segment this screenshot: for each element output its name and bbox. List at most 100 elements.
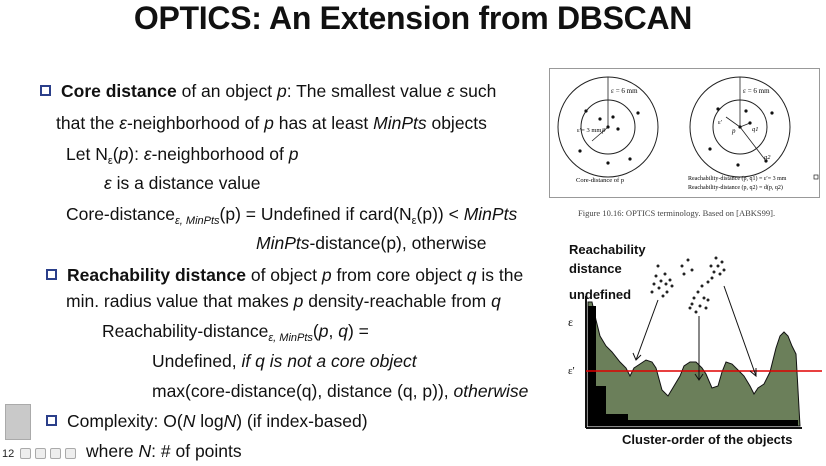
text: where	[86, 441, 139, 461]
let-line: Let Nε(p): ε-neighborhood of p	[66, 143, 299, 172]
eps-distance-line: ε is a distance value	[104, 172, 261, 194]
text: (p)) <	[416, 204, 464, 224]
cluster-arrows	[632, 285, 757, 381]
reachability-q1-caption: Reachability-distance (p, q1) = ε′= 3 mm	[688, 175, 787, 182]
sub-eps-minpts: ε, MinPts	[268, 332, 313, 344]
slide-toolbar	[20, 448, 76, 459]
bullet-icon	[40, 85, 51, 96]
text: max(core-distance(q), distance (q, p)),	[152, 381, 454, 401]
reachability-max-case: max(core-distance(q), distance (q, p)), …	[152, 380, 528, 402]
eps-tick-label: ε	[568, 315, 573, 329]
text: objects	[426, 113, 487, 133]
page-number: 12	[2, 448, 15, 460]
var-n: N	[182, 411, 196, 431]
sub-eps: ε	[107, 155, 113, 167]
reachability-area	[587, 301, 801, 427]
y-axis-label: Reachability	[569, 242, 646, 257]
core-distance-term: Core distance	[61, 81, 177, 101]
var-p: p	[118, 144, 129, 164]
var-q: q	[491, 291, 501, 311]
var-p: p	[276, 81, 287, 101]
var-p: p	[288, 144, 299, 164]
q2-label: q2	[764, 154, 771, 161]
text: ):	[128, 144, 144, 164]
var-p: p	[318, 321, 329, 341]
menu-icon[interactable]	[50, 448, 61, 459]
undefined-label: undefined	[569, 287, 632, 302]
text: that the	[56, 113, 120, 133]
text: Complexity: O(	[67, 411, 183, 431]
undefined-bar	[588, 306, 596, 426]
reachability-term: Reachability distance	[67, 265, 246, 285]
text: : # of points	[151, 441, 242, 461]
reachability-undefined-case: Undefined, if q is not a core object	[152, 350, 417, 372]
text: (p) = Undefined if card(N	[219, 204, 412, 224]
var-minpts: MinPts	[256, 233, 310, 253]
eps-prime-tick-label: ε'	[568, 365, 575, 377]
text: such	[454, 81, 497, 101]
next-slide-icon[interactable]	[65, 448, 76, 459]
core-distance-caption: Core-distance of p	[576, 177, 624, 184]
core-distance-line-1: Core distance of an object p: The smalle…	[40, 80, 496, 102]
text: -neighborhood of	[151, 144, 289, 164]
x-axis-label: Cluster-order of the objects	[622, 432, 793, 447]
core-distance-formula: Core-distanceε, MinPts(p) = Undefined if…	[66, 203, 517, 232]
text: Let N	[66, 144, 108, 164]
complexity-where-line: where N: # of points	[86, 440, 242, 462]
text: Core-distance	[66, 204, 175, 224]
eps-label: ε = 6 mm	[743, 87, 770, 95]
text: (	[312, 321, 319, 341]
text: otherwise	[453, 381, 529, 401]
text: is a distance value	[111, 173, 261, 193]
undefined-bar	[606, 414, 628, 426]
text: density-reachable from	[303, 291, 492, 311]
complexity-line: Complexity: O(N logN) (if index-based)	[46, 410, 368, 432]
text: ) =	[347, 321, 369, 341]
text: is the	[476, 265, 524, 285]
var-eps: ε	[143, 144, 152, 164]
prev-slide-icon[interactable]	[20, 448, 31, 459]
reachability-q2-caption: Reachability-distance (p, q2) = d(p, q2)	[688, 184, 783, 191]
text: Undefined,	[152, 351, 242, 371]
q1-label: q1	[752, 126, 759, 133]
var-p: p	[293, 291, 304, 311]
reachability-line-2: min. radius value that makes p density-r…	[66, 290, 501, 312]
eps-prime-label: ε′	[718, 119, 723, 126]
core-distance-line-2: that the ε-neighborhood of p has at leas…	[56, 112, 487, 134]
slide-title: OPTICS: An Extension from DBSCAN	[133, 0, 693, 36]
text: (	[112, 144, 119, 164]
eps-label: ε = 6 mm	[611, 87, 638, 95]
var-q: q	[338, 321, 348, 341]
pen-icon[interactable]	[35, 448, 46, 459]
terminology-diagram: ε = 6 mm ε′= 3 mm p Core-distance of p ε…	[557, 76, 819, 191]
text: -neighborhood of	[126, 113, 265, 133]
text: -distance(p), otherwise	[309, 233, 487, 253]
var-n: N	[138, 441, 152, 461]
var-eps: ε	[119, 113, 127, 133]
undefined-bar	[628, 420, 798, 426]
text: of object	[245, 265, 322, 285]
figure-caption: Figure 10.16: OPTICS terminology. Based …	[578, 208, 776, 218]
eps-prime-label: ε′= 3 mm	[577, 127, 601, 134]
university-logo-icon	[5, 404, 31, 440]
var-p: p	[321, 265, 332, 285]
sub-eps-minpts: ε, MinPts	[174, 215, 220, 227]
text: from core object	[331, 265, 467, 285]
text: : The smallest value	[286, 81, 447, 101]
reachability-plot: ε ε'	[568, 256, 822, 429]
core-distance-otherwise: MinPts-distance(p), otherwise	[256, 232, 487, 254]
text: of an object	[176, 81, 277, 101]
var-minpts: MinPts	[463, 204, 518, 224]
text: min. radius value that makes	[66, 291, 294, 311]
optics-terminology-figure: ε = 6 mm ε′= 3 mm p Core-distance of p ε…	[549, 68, 820, 198]
bullet-icon	[46, 269, 57, 280]
p-label: p	[731, 127, 736, 135]
sub-eps: ε	[411, 215, 417, 227]
text: Reachability-distance	[102, 321, 269, 341]
var-q: q	[466, 265, 477, 285]
text: log	[195, 411, 224, 431]
undefined-bar	[596, 386, 606, 426]
var-p: p	[264, 113, 274, 133]
scatter-points	[650, 256, 726, 314]
bullet-icon	[46, 415, 57, 426]
